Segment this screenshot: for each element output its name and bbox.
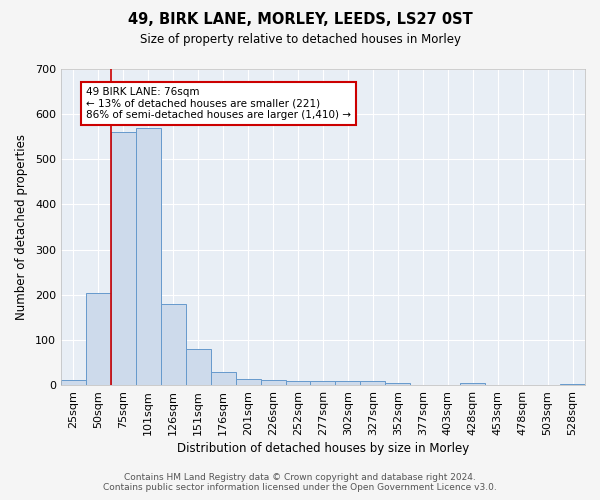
Bar <box>335 380 361 385</box>
Bar <box>136 128 161 385</box>
Bar <box>186 349 211 385</box>
Bar <box>61 380 86 385</box>
Bar <box>310 380 335 385</box>
Bar <box>111 132 136 385</box>
Text: Contains HM Land Registry data © Crown copyright and database right 2024.
Contai: Contains HM Land Registry data © Crown c… <box>103 473 497 492</box>
Bar <box>211 372 236 385</box>
Bar <box>86 292 111 385</box>
Text: Size of property relative to detached houses in Morley: Size of property relative to detached ho… <box>139 32 461 46</box>
Bar <box>361 382 385 385</box>
Text: 49, BIRK LANE, MORLEY, LEEDS, LS27 0ST: 49, BIRK LANE, MORLEY, LEEDS, LS27 0ST <box>128 12 472 28</box>
Text: 49 BIRK LANE: 76sqm
← 13% of detached houses are smaller (221)
86% of semi-detac: 49 BIRK LANE: 76sqm ← 13% of detached ho… <box>86 87 351 120</box>
X-axis label: Distribution of detached houses by size in Morley: Distribution of detached houses by size … <box>177 442 469 455</box>
Bar <box>236 378 260 385</box>
Bar <box>460 383 485 385</box>
Bar <box>560 384 585 385</box>
Bar <box>385 383 410 385</box>
Bar <box>260 380 286 385</box>
Bar <box>286 382 310 385</box>
Bar <box>161 304 186 385</box>
Y-axis label: Number of detached properties: Number of detached properties <box>15 134 28 320</box>
